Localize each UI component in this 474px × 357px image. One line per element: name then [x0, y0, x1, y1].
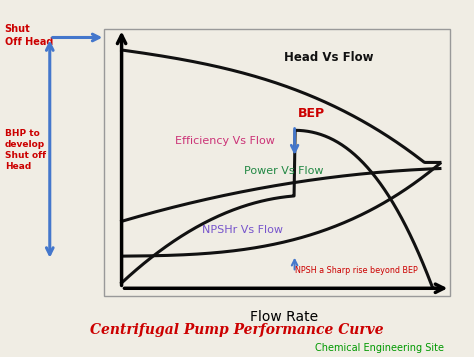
Text: BHP to
develop
Shut off
Head: BHP to develop Shut off Head [5, 129, 46, 171]
Text: Centrifugal Pump Performance Curve: Centrifugal Pump Performance Curve [90, 323, 384, 337]
Text: NPSH a Sharp rise beyond BEP: NPSH a Sharp rise beyond BEP [294, 266, 417, 275]
Text: Flow Rate: Flow Rate [250, 310, 318, 324]
Text: Efficiency Vs Flow: Efficiency Vs Flow [175, 136, 275, 146]
Text: NPSHr Vs Flow: NPSHr Vs Flow [202, 225, 283, 235]
Text: Shut
Off Head: Shut Off Head [5, 25, 53, 47]
Text: Head Vs Flow: Head Vs Flow [284, 51, 374, 64]
Text: BEP: BEP [298, 107, 325, 120]
Text: Chemical Engineering Site: Chemical Engineering Site [315, 343, 444, 353]
Text: Power Vs Flow: Power Vs Flow [245, 166, 324, 176]
